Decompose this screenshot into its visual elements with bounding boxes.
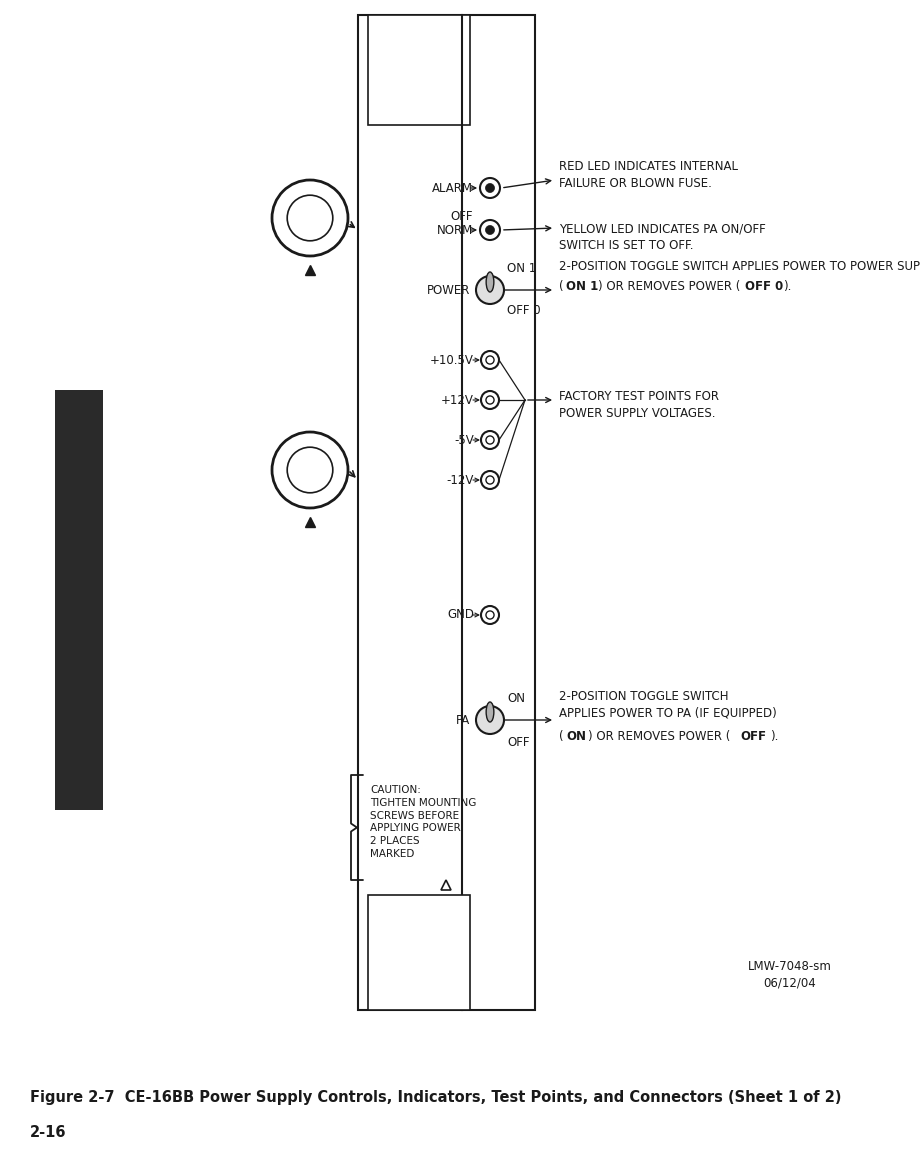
Text: FACTORY TEST POINTS FOR
POWER SUPPLY VOLTAGES.: FACTORY TEST POINTS FOR POWER SUPPLY VOL… — [559, 390, 719, 420]
Text: OFF
NORM: OFF NORM — [437, 210, 473, 237]
Text: ON 1: ON 1 — [507, 262, 536, 274]
Circle shape — [481, 391, 499, 409]
Text: ).: ). — [770, 730, 778, 743]
Circle shape — [480, 178, 500, 199]
Text: ALARM: ALARM — [432, 181, 473, 195]
Text: CAUTION:
TIGHTEN MOUNTING
SCREWS BEFORE
APPLYING POWER
2 PLACES
MARKED: CAUTION: TIGHTEN MOUNTING SCREWS BEFORE … — [370, 785, 476, 858]
Text: -12V: -12V — [447, 473, 474, 487]
Text: 2-16: 2-16 — [30, 1125, 66, 1140]
Text: ) OR REMOVES POWER (: ) OR REMOVES POWER ( — [598, 280, 740, 293]
Bar — [368, 15, 470, 125]
Text: OFF 0: OFF 0 — [745, 280, 783, 293]
Text: PA: PA — [456, 714, 470, 726]
Circle shape — [481, 471, 499, 489]
Circle shape — [481, 606, 499, 624]
Text: 2-POSITION TOGGLE SWITCH APPLIES POWER TO POWER SUPPLY: 2-POSITION TOGGLE SWITCH APPLIES POWER T… — [559, 260, 921, 273]
Text: ) OR REMOVES POWER (: ) OR REMOVES POWER ( — [588, 730, 730, 743]
Circle shape — [272, 180, 348, 256]
Circle shape — [481, 352, 499, 369]
Text: ON 1: ON 1 — [566, 280, 599, 293]
Circle shape — [485, 225, 495, 235]
Text: -5V: -5V — [454, 433, 474, 446]
Ellipse shape — [486, 272, 494, 292]
Text: ).: ). — [783, 280, 791, 293]
Text: OFF: OFF — [507, 736, 530, 749]
Text: ON: ON — [566, 730, 586, 743]
Text: YELLOW LED INDICATES PA ON/OFF
SWITCH IS SET TO OFF.: YELLOW LED INDICATES PA ON/OFF SWITCH IS… — [559, 222, 765, 252]
Text: (: ( — [559, 280, 564, 293]
Text: OFF: OFF — [740, 730, 766, 743]
Text: (: ( — [559, 730, 564, 743]
Circle shape — [272, 432, 348, 508]
Ellipse shape — [486, 702, 494, 722]
Bar — [368, 895, 470, 1010]
Circle shape — [480, 220, 500, 239]
Circle shape — [485, 183, 495, 193]
Bar — [55, 390, 103, 809]
Text: ON: ON — [507, 691, 525, 704]
Circle shape — [476, 705, 504, 734]
Text: LMW-7048-sm
06/12/04: LMW-7048-sm 06/12/04 — [748, 960, 832, 990]
Circle shape — [481, 431, 499, 449]
Text: 2-POSITION TOGGLE SWITCH
APPLIES POWER TO PA (IF EQUIPPED): 2-POSITION TOGGLE SWITCH APPLIES POWER T… — [559, 690, 776, 719]
Text: GND: GND — [447, 609, 474, 621]
Text: OFF 0: OFF 0 — [507, 304, 541, 317]
Text: POWER: POWER — [426, 284, 470, 297]
Bar — [358, 15, 535, 1010]
Text: +10.5V: +10.5V — [430, 354, 474, 367]
Text: +12V: +12V — [441, 394, 474, 406]
Text: Figure 2-7  CE-16BB Power Supply Controls, Indicators, Test Points, and Connecto: Figure 2-7 CE-16BB Power Supply Controls… — [30, 1090, 842, 1105]
Circle shape — [476, 276, 504, 304]
Text: RED LED INDICATES INTERNAL
FAILURE OR BLOWN FUSE.: RED LED INDICATES INTERNAL FAILURE OR BL… — [559, 160, 738, 190]
